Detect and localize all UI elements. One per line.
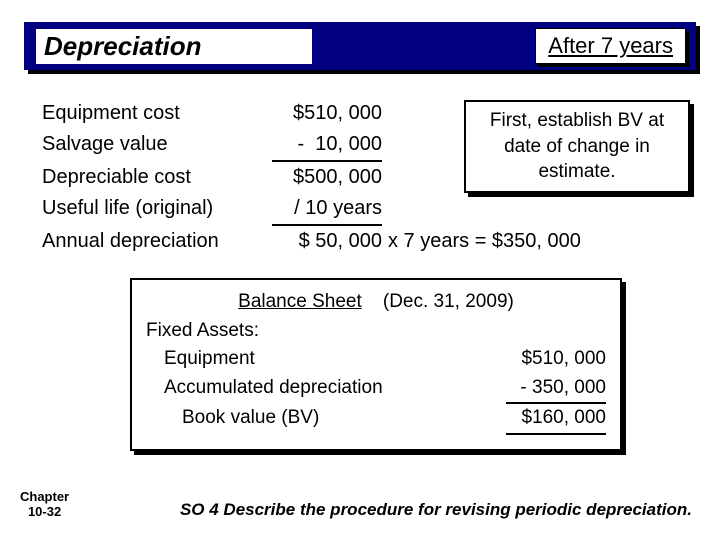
calc-value: $500, 000 — [252, 162, 382, 193]
calc-row: Annual depreciation $ 50, 000 x 7 years … — [42, 226, 682, 257]
bs-label: Accumulated depreciation — [146, 374, 446, 403]
calc-value: $ 50, 000 — [252, 226, 382, 257]
bs-value: $160, 000 — [476, 404, 606, 433]
calc-value: - 10, 000 — [252, 129, 382, 160]
bs-line: Accumulated depreciation - 350, 000 — [146, 374, 606, 403]
calc-extra: x 7 years = $350, 000 — [388, 226, 581, 257]
bs-value: - 350, 000 — [476, 374, 606, 403]
bs-sub: Fixed Assets: — [146, 317, 606, 346]
bs-label: Book value (BV) — [146, 404, 446, 433]
chapter-ref: Chapter 10-32 — [20, 489, 69, 520]
header-bar: Depreciation After 7 years — [24, 22, 696, 70]
calc-label: Salvage value — [42, 129, 252, 160]
calc-label: Equipment cost — [42, 98, 252, 129]
rule — [506, 433, 606, 435]
bs-title: Balance Sheet — [238, 291, 362, 312]
bs-value: $510, 000 — [476, 345, 606, 374]
header-badge: After 7 years — [535, 28, 686, 64]
bs-date: (Dec. 31, 2009) — [383, 291, 514, 312]
calc-label: Annual depreciation — [42, 226, 252, 257]
note-box: First, establish BV at date of change in… — [464, 100, 690, 193]
calc-value: / 10 years — [252, 193, 382, 224]
chapter-l1: Chapter — [20, 489, 69, 505]
bs-label: Equipment — [146, 345, 446, 374]
balance-sheet-box: Balance Sheet (Dec. 31, 2009) Fixed Asse… — [130, 278, 622, 451]
bs-line: Book value (BV) $160, 000 — [146, 404, 606, 433]
calc-row: Useful life (original) / 10 years — [42, 193, 682, 224]
calc-label: Depreciable cost — [42, 162, 252, 193]
chapter-l2: 10-32 — [20, 504, 69, 520]
calc-value: $510, 000 — [252, 98, 382, 129]
bs-line: Equipment $510, 000 — [146, 345, 606, 374]
footer-so: SO 4 Describe the procedure for revising… — [150, 500, 692, 520]
calc-label: Useful life (original) — [42, 193, 252, 224]
bs-title-row: Balance Sheet (Dec. 31, 2009) — [146, 288, 606, 317]
header-title: Depreciation — [36, 29, 312, 64]
